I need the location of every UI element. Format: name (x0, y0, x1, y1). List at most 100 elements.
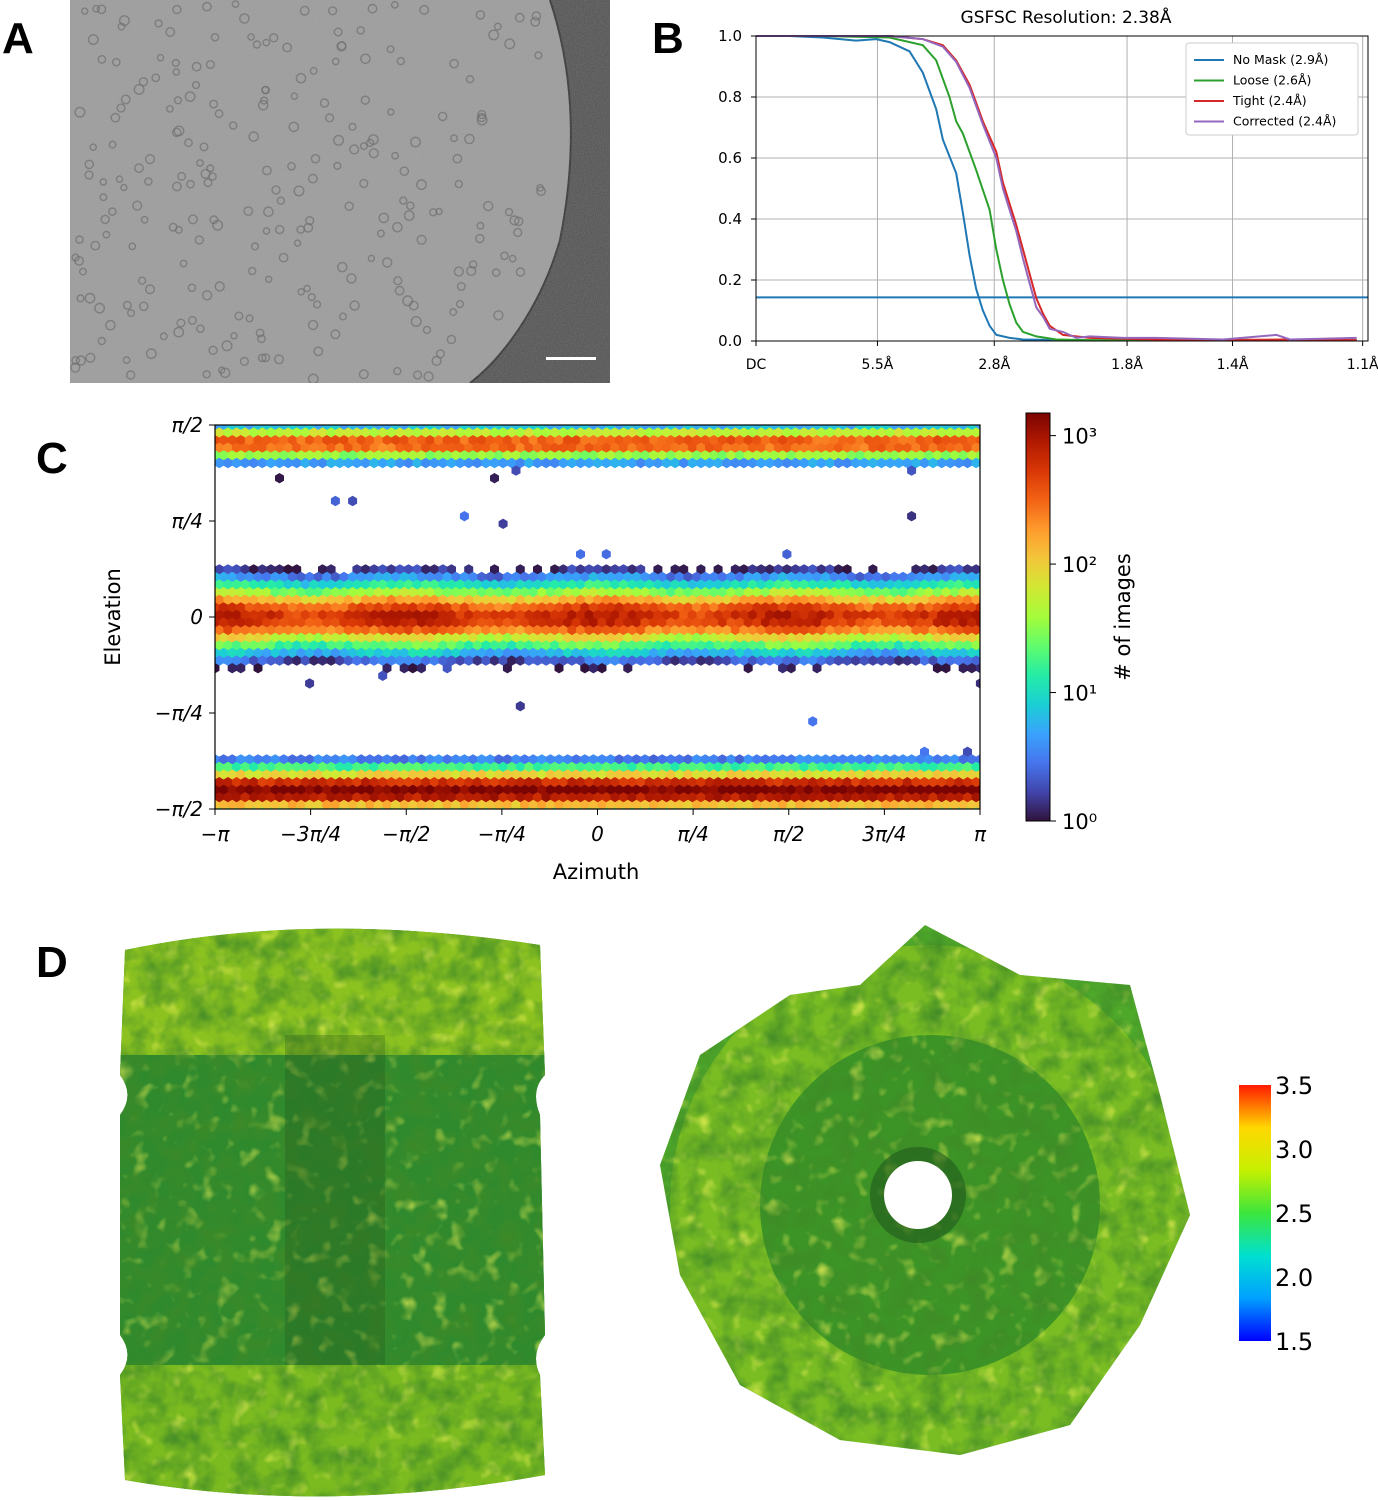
heatmap-cell (244, 799, 254, 809)
heatmap-cell (502, 799, 512, 809)
particle (307, 173, 318, 184)
heatmap-cell (778, 450, 788, 461)
heatmap-cell (911, 564, 921, 575)
heatmap-cell (924, 587, 934, 598)
heatmap-cell (490, 457, 499, 469)
heatmap-cell (717, 784, 727, 795)
heatmap-cell (395, 609, 405, 621)
heatmap-cell (958, 784, 968, 795)
heatmap-cell (945, 761, 955, 773)
heatmap-cell (816, 579, 826, 590)
heatmap-cell (300, 777, 310, 788)
heatmap-cell (683, 602, 693, 613)
heatmap-cell (606, 617, 616, 628)
heatmap-cell (834, 457, 843, 469)
heatmap-cell (485, 571, 495, 583)
heatmap-cell (683, 571, 693, 583)
heatmap-cell (481, 655, 491, 666)
heatmap-cell (859, 427, 869, 438)
heatmap-cell (459, 602, 469, 613)
heatmap-cell (911, 655, 921, 666)
heatmap-cell (580, 632, 590, 643)
particle (319, 98, 330, 108)
heatmap-cell (692, 769, 702, 780)
heatmap-cell (481, 761, 491, 773)
heatmap-cell (507, 579, 517, 590)
heatmap-cell (980, 458, 989, 468)
heatmap-cell (408, 587, 418, 598)
heatmap-cell (275, 640, 284, 651)
heatmap-cell (541, 427, 551, 438)
heatmap-cell (326, 427, 336, 438)
heatmap-cell (937, 655, 947, 666)
heatmap-cell (391, 571, 401, 583)
heatmap-cell (623, 647, 633, 659)
heatmap-cell (292, 457, 302, 469)
heatmap-cell (232, 609, 241, 621)
heatmap-cell (434, 571, 444, 583)
heatmap-cell (550, 655, 560, 666)
heatmap-cell (945, 640, 955, 651)
heatmap-cell (967, 617, 977, 628)
heatmap-cell (442, 647, 452, 659)
heatmap-cell (842, 442, 852, 453)
heatmap-cell (533, 594, 542, 605)
heatmap-cell (601, 549, 611, 560)
heatmap-cell (343, 761, 353, 773)
particle (337, 41, 347, 51)
heatmap-cell (365, 784, 375, 795)
heatmap-cell (588, 435, 598, 446)
heatmap-cell (885, 777, 895, 788)
heatmap-cell (455, 655, 465, 666)
heatmap-cell (558, 427, 568, 438)
particle (138, 301, 149, 312)
heatmap-cell (769, 647, 779, 659)
heatmap-cell (821, 784, 831, 795)
particle (97, 336, 106, 346)
heatmap-cell (640, 450, 650, 461)
heatmap-cell (262, 799, 272, 809)
heatmap-cell (644, 640, 654, 651)
heatmap-cell (735, 617, 745, 628)
heatmap-cell (872, 769, 882, 780)
heatmap-cell (447, 564, 456, 575)
heatmap-cell (752, 799, 762, 809)
particle (278, 252, 289, 263)
heatmap-cell (459, 799, 469, 809)
heatmap-cell (434, 587, 444, 598)
heatmap-cell (722, 609, 732, 621)
heatmap-cell (515, 777, 525, 788)
heatmap-cell (902, 625, 912, 636)
heatmap-cell (627, 457, 637, 469)
heatmap-cell (219, 784, 229, 795)
heatmap-cell (275, 777, 284, 788)
heatmap-cell (593, 777, 603, 788)
heatmap-cell (696, 564, 706, 575)
heatmap-cell (924, 602, 934, 613)
heatmap-cell (623, 617, 633, 628)
heatmap-cell (971, 640, 980, 651)
heatmap-cell (296, 587, 306, 598)
heatmap-cell (851, 655, 861, 666)
heatmap-cell (872, 799, 882, 809)
particle (464, 133, 475, 145)
particle (84, 292, 96, 304)
heatmap-cell (614, 784, 624, 795)
particle (333, 161, 342, 171)
heatmap-cell (365, 647, 375, 659)
heatmap-cell (640, 617, 650, 628)
heatmap-cell (898, 602, 908, 613)
heatmap-cell (898, 571, 908, 583)
particle (99, 178, 108, 186)
heatmap-cell (963, 579, 972, 590)
heatmap-cell (541, 640, 551, 651)
heatmap-cell (894, 442, 904, 453)
heatmap-cell (958, 647, 968, 659)
heatmap-cell (550, 777, 560, 788)
particle (144, 177, 153, 186)
heatmap-cell (554, 799, 564, 809)
heatmap-cell (614, 435, 624, 446)
heatmap-cell (378, 579, 388, 590)
heatmap-cell (752, 602, 762, 613)
heatmap-cell (657, 754, 667, 765)
